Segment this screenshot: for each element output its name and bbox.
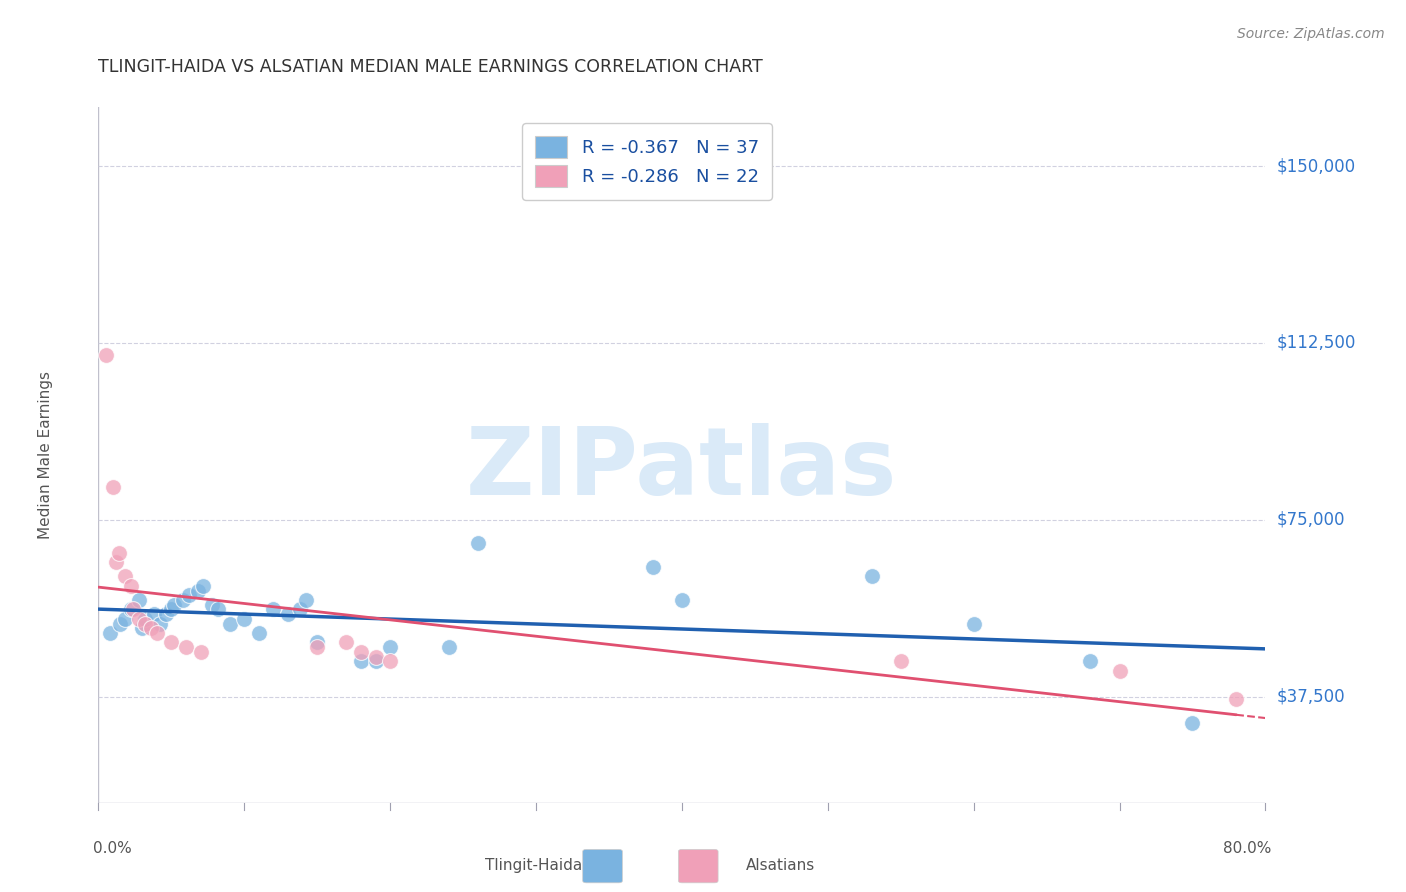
Point bbox=[120, 579, 142, 593]
Point bbox=[160, 602, 183, 616]
Point bbox=[350, 654, 373, 668]
Point bbox=[294, 593, 316, 607]
Point bbox=[114, 612, 136, 626]
Point bbox=[890, 654, 912, 668]
Point bbox=[1108, 664, 1130, 678]
Text: Tlingit-Haida: Tlingit-Haida bbox=[485, 858, 582, 873]
Point bbox=[364, 649, 387, 664]
Point bbox=[335, 635, 357, 649]
Point bbox=[149, 616, 172, 631]
Text: $150,000: $150,000 bbox=[1277, 157, 1355, 175]
Legend: R = -0.367   N = 37, R = -0.286   N = 22: R = -0.367 N = 37, R = -0.286 N = 22 bbox=[522, 123, 772, 200]
Point bbox=[364, 654, 387, 668]
Point bbox=[98, 626, 121, 640]
Text: $112,500: $112,500 bbox=[1277, 334, 1355, 351]
Point bbox=[193, 579, 215, 593]
Point bbox=[131, 621, 153, 635]
Point bbox=[190, 645, 212, 659]
Text: ZIPatlas: ZIPatlas bbox=[467, 423, 897, 515]
Point bbox=[114, 569, 136, 583]
Point bbox=[277, 607, 299, 621]
Point bbox=[128, 593, 150, 607]
Point bbox=[1181, 715, 1204, 730]
Point bbox=[307, 635, 329, 649]
Point bbox=[187, 583, 209, 598]
Point bbox=[378, 640, 402, 654]
Point bbox=[142, 607, 165, 621]
Point bbox=[201, 598, 224, 612]
Point bbox=[128, 612, 150, 626]
Point bbox=[860, 569, 883, 583]
Point bbox=[378, 654, 402, 668]
Point bbox=[350, 645, 373, 659]
Point bbox=[288, 602, 311, 616]
Text: TLINGIT-HAIDA VS ALSATIAN MEDIAN MALE EARNINGS CORRELATION CHART: TLINGIT-HAIDA VS ALSATIAN MEDIAN MALE EA… bbox=[98, 58, 763, 76]
Point bbox=[94, 348, 117, 362]
Point bbox=[172, 593, 194, 607]
Point bbox=[247, 626, 270, 640]
FancyBboxPatch shape bbox=[582, 849, 623, 883]
Point bbox=[467, 536, 489, 550]
Text: Alsatians: Alsatians bbox=[747, 858, 815, 873]
Point bbox=[155, 607, 177, 621]
Point bbox=[163, 598, 186, 612]
Point bbox=[437, 640, 460, 654]
Point bbox=[962, 616, 984, 631]
Point bbox=[120, 602, 142, 616]
Point bbox=[122, 602, 145, 616]
Text: $75,000: $75,000 bbox=[1277, 511, 1346, 529]
Point bbox=[207, 602, 229, 616]
Text: 0.0%: 0.0% bbox=[93, 841, 131, 856]
Point bbox=[139, 621, 162, 635]
Point bbox=[104, 555, 127, 569]
Point bbox=[146, 626, 169, 640]
Point bbox=[307, 640, 329, 654]
Point bbox=[1080, 654, 1102, 668]
Point bbox=[1225, 692, 1247, 706]
Text: 80.0%: 80.0% bbox=[1223, 841, 1271, 856]
Point bbox=[262, 602, 284, 616]
Point bbox=[110, 616, 132, 631]
Point bbox=[233, 612, 256, 626]
Text: $37,500: $37,500 bbox=[1277, 688, 1346, 706]
Point bbox=[177, 588, 200, 602]
Point bbox=[218, 616, 240, 631]
Text: Source: ZipAtlas.com: Source: ZipAtlas.com bbox=[1237, 27, 1385, 41]
Point bbox=[174, 640, 197, 654]
Point bbox=[101, 480, 124, 494]
Text: Median Male Earnings: Median Male Earnings bbox=[38, 371, 53, 539]
Point bbox=[671, 593, 693, 607]
Point bbox=[641, 560, 664, 574]
Point bbox=[134, 616, 156, 631]
Point bbox=[134, 612, 156, 626]
FancyBboxPatch shape bbox=[679, 849, 718, 883]
Point bbox=[160, 635, 183, 649]
Point bbox=[108, 546, 131, 560]
